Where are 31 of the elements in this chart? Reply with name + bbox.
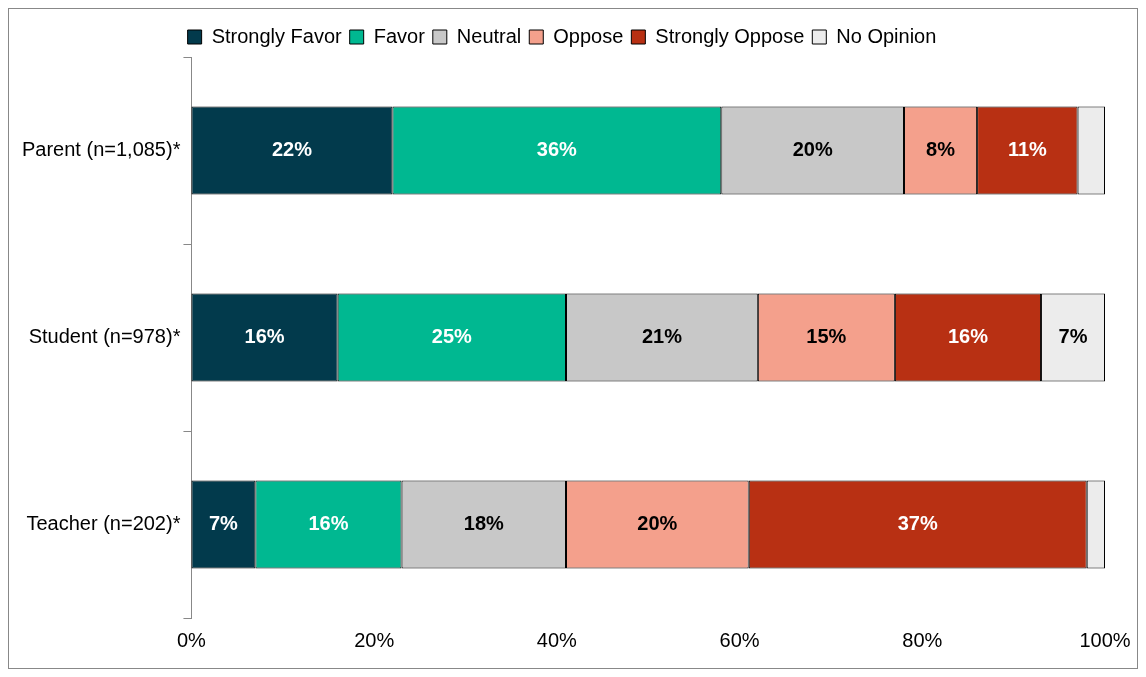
legend-label: Strongly Oppose [655, 24, 805, 47]
data-label: 21% [641, 325, 683, 348]
data-label: 11% [1007, 138, 1048, 161]
x-tick-label: 40% [536, 628, 578, 651]
y-tick-label: Teacher (n=202)* [26, 512, 181, 535]
x-tick-label: 80% [902, 628, 943, 651]
legend-label: Oppose [553, 24, 624, 47]
x-tick-label: 100% [1079, 628, 1131, 651]
data-label: 7% [1058, 325, 1088, 348]
data-label: 20% [792, 138, 833, 161]
data-label: 16% [308, 512, 349, 535]
legend-label: Neutral [456, 24, 522, 47]
data-label: 20% [637, 512, 678, 535]
legend-label: No Opinion [836, 24, 937, 47]
data-label: 16% [947, 325, 989, 348]
data-label: 8% [926, 138, 956, 161]
x-tick-label: 60% [719, 628, 760, 651]
x-tick-label: 20% [354, 628, 395, 651]
legend-label: Favor [373, 24, 426, 47]
data-label: 15% [806, 325, 847, 348]
data-label: 18% [463, 512, 505, 535]
legend-label: Strongly Favor [211, 24, 343, 47]
y-tick-label: Parent (n=1,085)* [22, 138, 181, 161]
data-label: 25% [431, 325, 473, 348]
data-label: 37% [897, 512, 938, 535]
data-label: 36% [536, 138, 578, 161]
y-tick-label: Student (n=978)* [28, 325, 181, 348]
data-label: 22% [271, 138, 313, 161]
data-label: 16% [244, 325, 285, 348]
x-tick-label: 0% [176, 628, 207, 651]
data-label: 7% [208, 512, 239, 535]
